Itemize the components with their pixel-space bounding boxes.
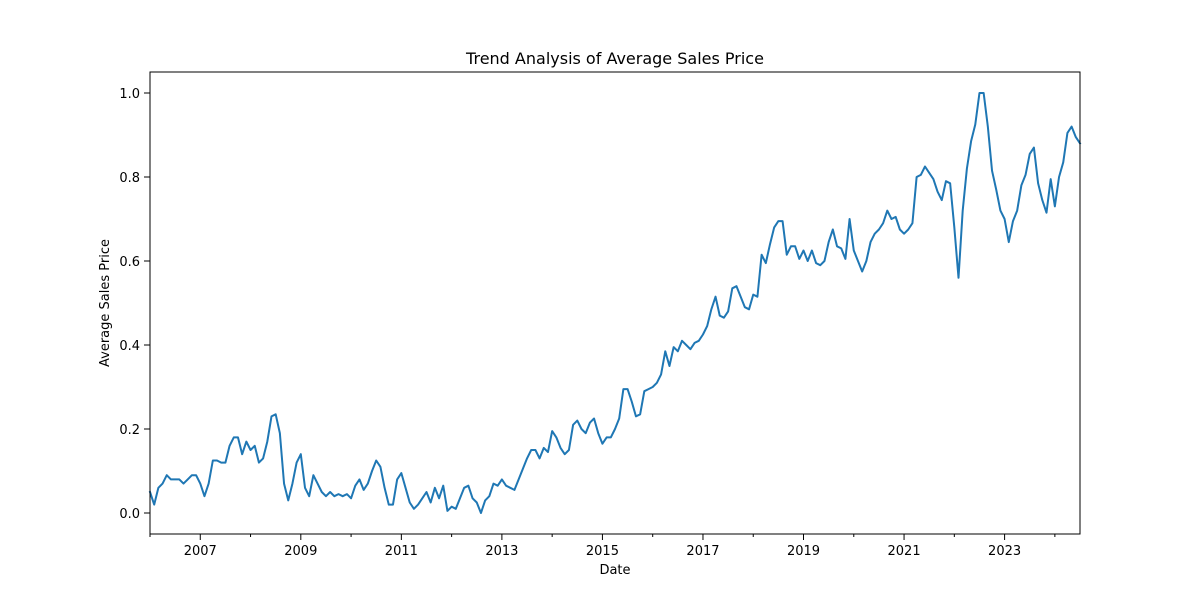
x-tick-label: 2007 xyxy=(184,544,217,559)
y-tick-label: 0.2 xyxy=(119,423,140,438)
x-tick-label: 2013 xyxy=(485,544,518,559)
y-tick-label: 0.4 xyxy=(119,339,140,354)
x-tick-label: 2019 xyxy=(787,544,820,559)
y-axis: 0.0 0.2 0.4 0.6 0.8 1.0 xyxy=(119,87,150,522)
x-axis: 2007 2009 2011 2013 2015 2017 2019 2021 2023 xyxy=(149,534,1056,559)
y-tick-label: 0.0 xyxy=(119,507,140,522)
chart-title: Trend Analysis of Average Sales Price xyxy=(465,49,764,68)
x-tick-label: 2023 xyxy=(988,544,1021,559)
y-tick-label: 1.0 xyxy=(119,87,140,102)
x-tick-label: 2015 xyxy=(586,544,619,559)
y-tick-label: 0.6 xyxy=(119,255,140,270)
x-tick-label: 2021 xyxy=(888,544,921,559)
series-layer xyxy=(148,92,1082,514)
x-axis-label: Date xyxy=(599,563,630,578)
x-tick-label: 2011 xyxy=(385,544,418,559)
y-axis-label: Average Sales Price xyxy=(98,239,113,367)
x-tick-label: 2017 xyxy=(686,544,719,559)
series-line-0 xyxy=(148,92,1082,514)
x-tick-label: 2009 xyxy=(284,544,317,559)
plot-area xyxy=(148,71,1082,535)
y-tick-label: 0.8 xyxy=(119,171,140,186)
plot-frame xyxy=(149,71,1081,535)
